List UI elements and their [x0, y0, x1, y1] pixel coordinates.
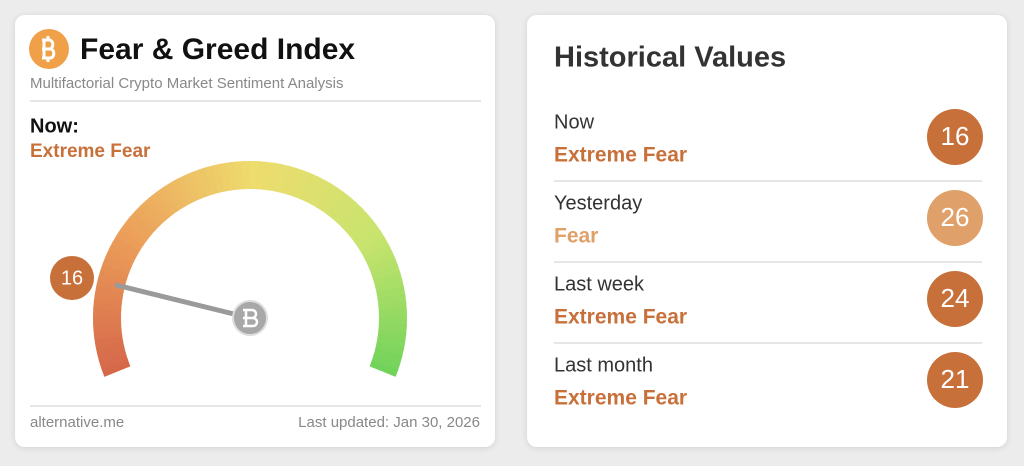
gauge: 16 — [50, 160, 407, 377]
row-value: 16 — [941, 121, 970, 151]
row-label: Yesterday — [554, 192, 642, 214]
now-classification: Extreme Fear — [30, 141, 151, 162]
value-badge — [50, 256, 94, 300]
card-title: Historical Values — [554, 42, 786, 74]
value-badge — [927, 190, 983, 246]
history-card — [527, 15, 1007, 447]
row-label: Now — [554, 111, 595, 133]
card-title: Fear & Greed Index — [80, 33, 355, 66]
value-badge — [927, 109, 983, 165]
gauge-value: 16 — [61, 267, 83, 289]
updated: Last updated: Jan 30, 2026 — [298, 414, 480, 431]
row-label: Last week — [554, 273, 645, 295]
bitcoin-logo — [29, 29, 69, 69]
row-classification: Extreme Fear — [554, 387, 687, 410]
row-value: 21 — [941, 364, 970, 394]
row-value: 26 — [941, 202, 970, 232]
row-classification: Fear — [554, 225, 598, 248]
row-label: Last month — [554, 354, 653, 376]
row-value: 24 — [941, 283, 970, 313]
index-card — [15, 15, 495, 447]
row-classification: Extreme Fear — [554, 306, 687, 329]
history-list: Now Extreme Fear 16 Yesterday Fear 26 Last wee… — [554, 109, 983, 410]
gauge-needle — [114, 282, 253, 321]
hub-logo — [243, 308, 259, 328]
value-badge — [927, 271, 983, 327]
value-badge — [927, 352, 983, 408]
source: alternative.me — [30, 414, 124, 431]
gauge-arc — [369, 360, 399, 377]
subtitle: Multifactorial Crypto Market Sentiment A… — [30, 75, 343, 92]
row-classification: Extreme Fear — [554, 144, 687, 167]
now-label: Now: — [30, 115, 79, 137]
